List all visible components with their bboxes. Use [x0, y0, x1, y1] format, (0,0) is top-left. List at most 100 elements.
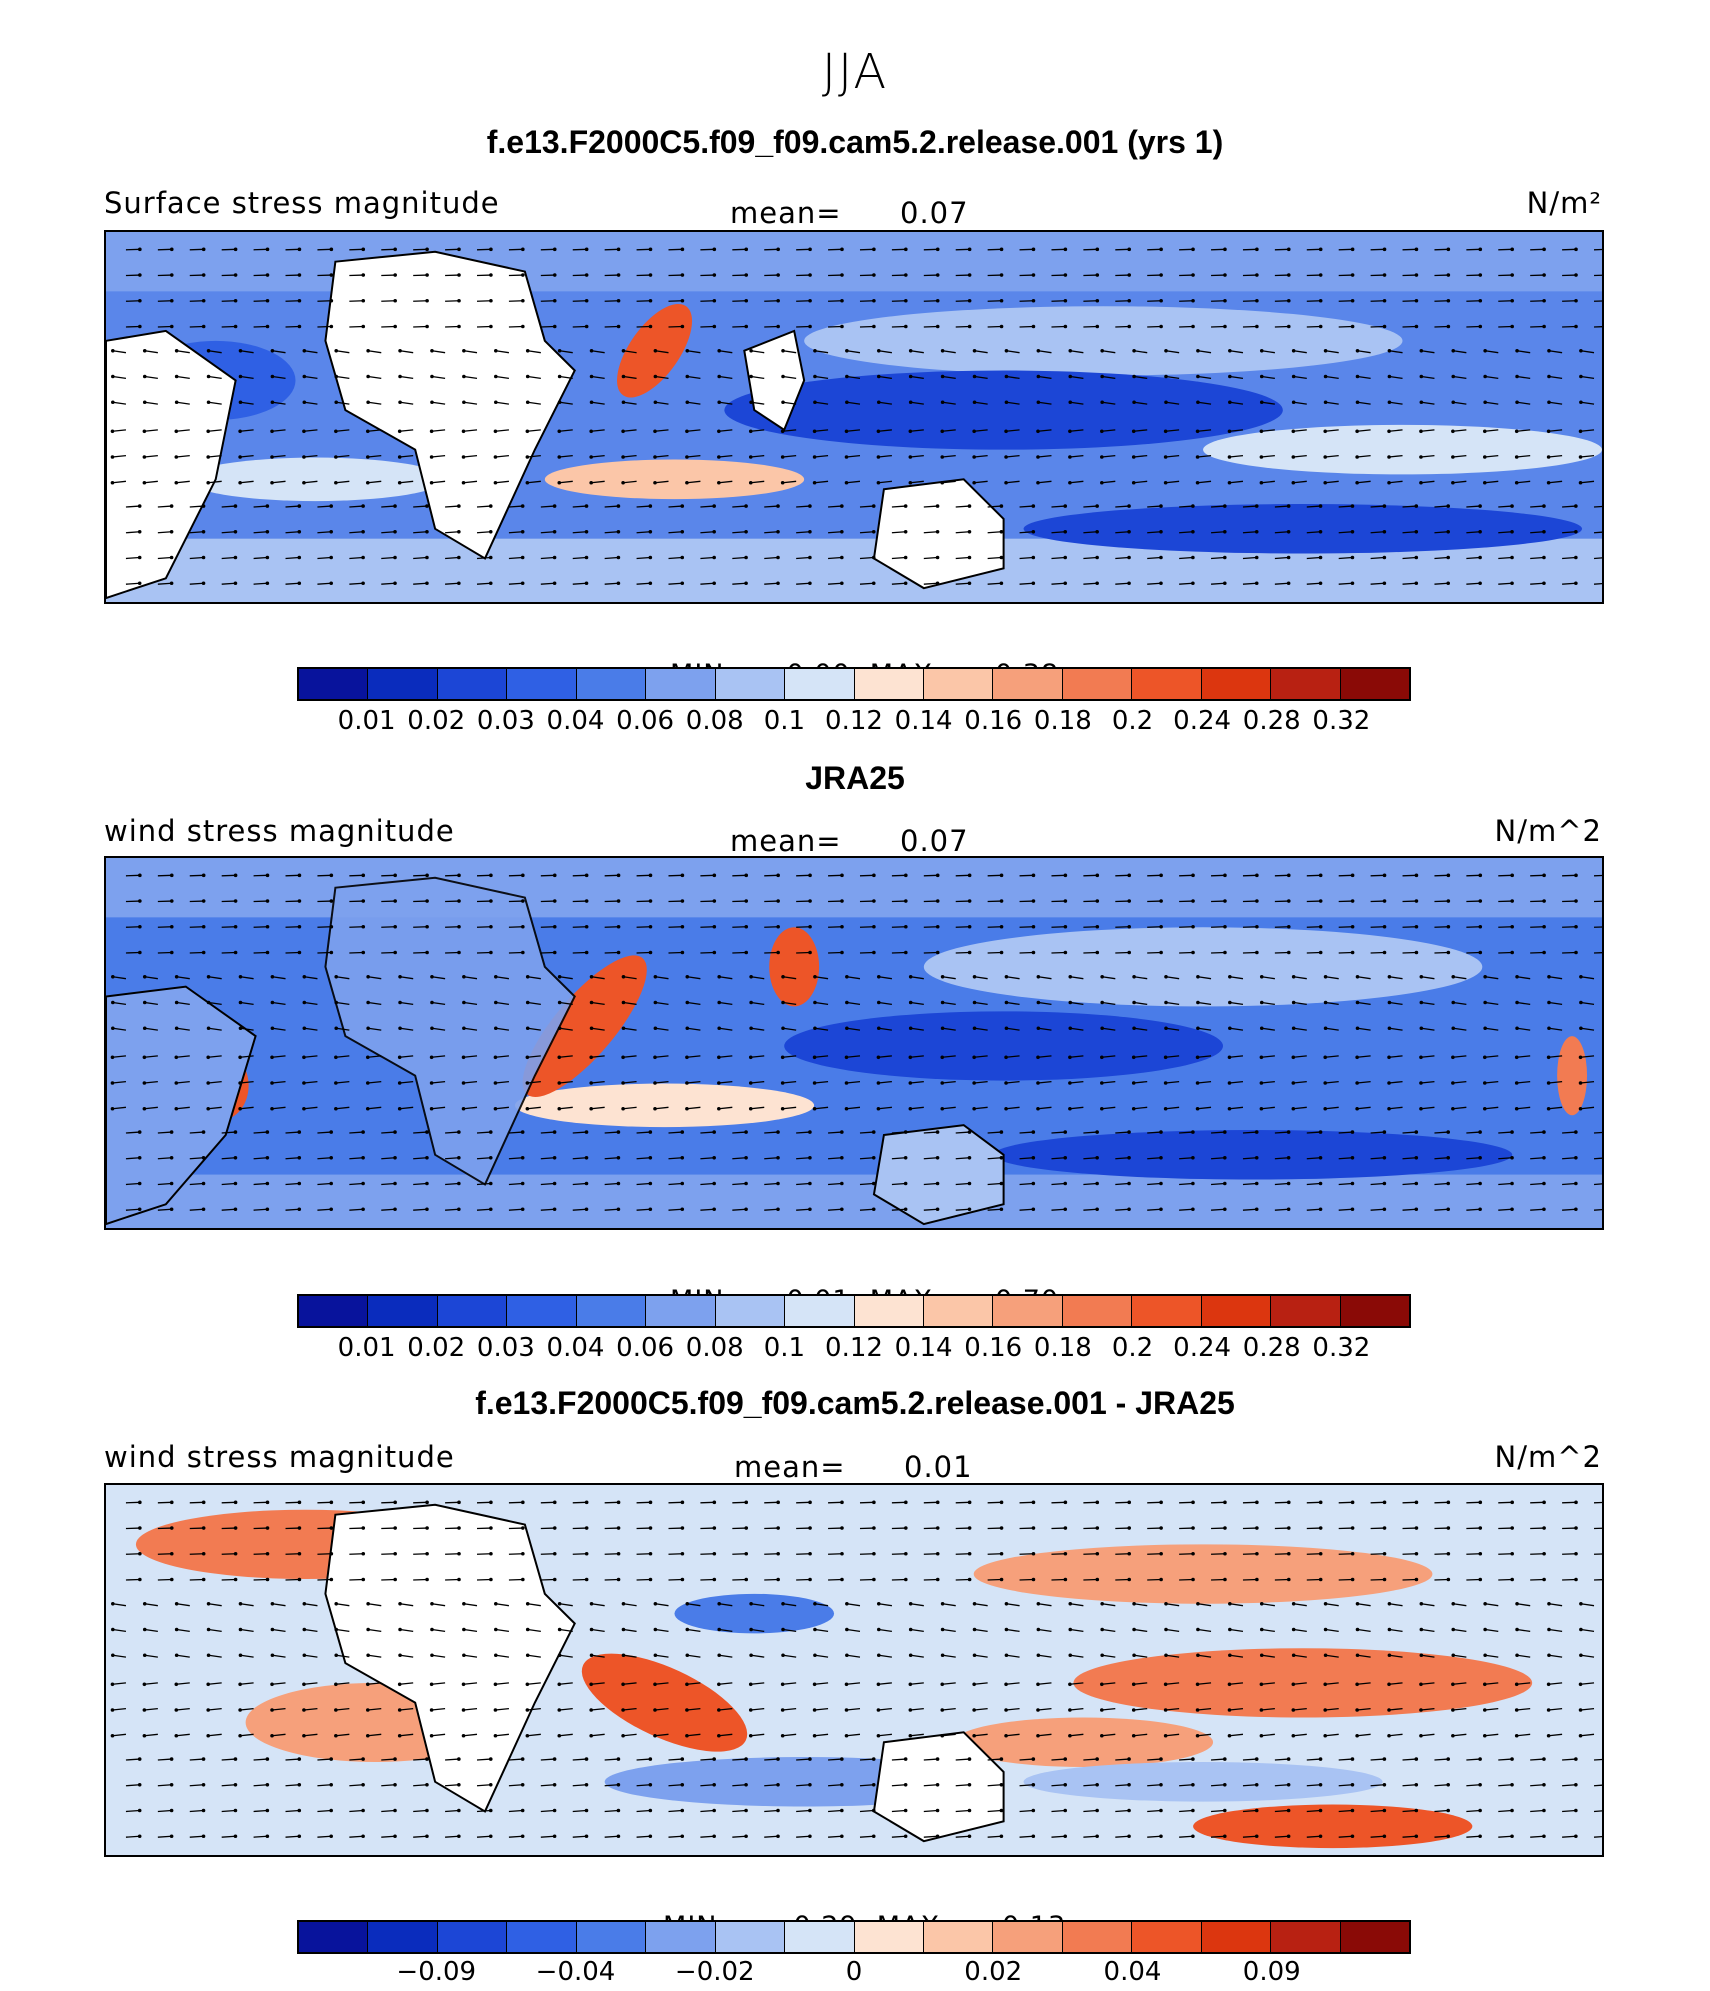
wind-vector-head [1351, 581, 1355, 585]
wind-vector-head [1032, 299, 1036, 303]
wind-vector-head [621, 481, 625, 485]
wind-vector-head [713, 1578, 717, 1582]
wind-vector-head [1446, 1783, 1450, 1787]
wind-vector-head [1483, 455, 1487, 459]
wind-vector-head [1415, 299, 1419, 303]
wind-vector-head [877, 1081, 881, 1085]
wind-vector-head [1292, 975, 1296, 979]
wind-vector-head [1164, 1081, 1168, 1085]
wind-vector-head [972, 455, 976, 459]
wind-vector-head [1159, 299, 1163, 303]
wind-vector-head [877, 1708, 881, 1712]
wind-vector-head [1164, 1628, 1168, 1632]
wind-vector-head [238, 1708, 242, 1712]
wind-vector-head [521, 273, 525, 277]
wind-vector-head [1164, 1708, 1168, 1712]
wind-vector-head [234, 504, 238, 508]
wind-vector-head [138, 530, 142, 534]
wind-vector-head [239, 1653, 243, 1657]
wind-vector-head [1223, 248, 1227, 252]
wind-vector-head [366, 349, 370, 353]
wind-vector-head [840, 1578, 844, 1582]
panel-3-colorbar-cell [1132, 1922, 1201, 1952]
wind-vector-head [1579, 1001, 1583, 1005]
wind-vector-head [744, 874, 748, 878]
wind-vector-head [1159, 925, 1163, 929]
wind-vector-head [361, 1130, 365, 1134]
wind-vector-head [1191, 1578, 1195, 1582]
wind-vector-head [1127, 1757, 1131, 1761]
wind-vector-head [138, 1809, 142, 1813]
wind-vector-head [1255, 1834, 1259, 1838]
wind-vector-head [1223, 1783, 1227, 1787]
wind-vector-head [1287, 1501, 1291, 1505]
wind-vector-head [1579, 1628, 1583, 1632]
wind-vector-head [1287, 504, 1291, 508]
wind-vector-head [1032, 1207, 1036, 1211]
wind-vector-head [366, 1708, 370, 1712]
wind-vector-head [1383, 504, 1387, 508]
wind-vector-head [808, 1834, 812, 1838]
wind-vector-head [298, 951, 302, 955]
wind-vector-head [1383, 1156, 1387, 1160]
wind-vector-head [266, 1834, 270, 1838]
wind-vector-head [174, 1683, 178, 1687]
wind-vector-head [845, 375, 849, 379]
wind-vector-head [1388, 1026, 1392, 1030]
wind-vector-head [1196, 1708, 1200, 1712]
wind-vector-head [462, 1026, 466, 1030]
wind-vector-head [1064, 299, 1068, 303]
wind-vector-head [685, 400, 689, 404]
wind-vector-head [138, 1156, 142, 1160]
wind-vector-head [1351, 1809, 1355, 1813]
wind-vector-head [936, 581, 940, 585]
wind-vector-head [1319, 1130, 1323, 1134]
wind-vector-head [234, 1578, 238, 1582]
wind-vector-head [1223, 504, 1227, 508]
wind-vector-head [590, 1602, 594, 1606]
wind-vector-head [1478, 874, 1482, 878]
wind-vector-head [1228, 1107, 1232, 1111]
panel-3-map-svg [106, 1485, 1602, 1855]
wind-vector-head [1287, 1757, 1291, 1761]
wind-vector-head [1351, 1501, 1355, 1505]
wind-vector-head [457, 530, 461, 534]
wind-vector-head [941, 1653, 945, 1657]
wind-vector-head [234, 1783, 238, 1787]
panel-3-mean-label: mean= [734, 1450, 846, 1484]
wind-vector-head [1447, 1552, 1451, 1556]
wind-vector-head [590, 349, 594, 353]
wind-vector-head [1255, 1130, 1259, 1134]
wind-vector-head [1255, 530, 1259, 534]
wind-vector-head [744, 299, 748, 303]
wind-vector-head [1478, 248, 1482, 252]
wind-vector-head [521, 1526, 525, 1530]
wind-vector-head [1324, 1602, 1328, 1606]
panel-2-colorbar-cell [993, 1296, 1062, 1326]
wind-vector-head [653, 1056, 657, 1060]
wind-vector-head [202, 1130, 206, 1134]
wind-vector-head [361, 248, 365, 252]
wind-vector-head [1351, 1834, 1355, 1838]
wind-vector-head [1451, 1026, 1455, 1030]
wind-vector-head [1420, 1026, 1424, 1030]
wind-vector-head [170, 1182, 174, 1186]
wind-vector-head [968, 248, 972, 252]
wind-vector-head [553, 1207, 557, 1211]
wind-vector-head [202, 504, 206, 508]
wind-vector-head [1032, 925, 1036, 929]
wind-vector-head [680, 1834, 684, 1838]
wind-vector-head [1095, 1809, 1099, 1813]
wind-vector-head [681, 1501, 685, 1505]
wind-vector-head [904, 1526, 908, 1530]
wind-vector-head [1255, 1526, 1259, 1530]
wind-vector-head [270, 455, 274, 459]
wind-vector-head [170, 1757, 174, 1761]
wind-vector-head [138, 556, 142, 560]
wind-vector-head [206, 1056, 210, 1060]
wind-vector-head [1292, 375, 1296, 379]
wind-vector-head [840, 1834, 844, 1838]
panel-3-colorbar-cell [1202, 1922, 1271, 1952]
wind-vector-head [393, 1783, 397, 1787]
wind-vector-head [425, 556, 429, 560]
